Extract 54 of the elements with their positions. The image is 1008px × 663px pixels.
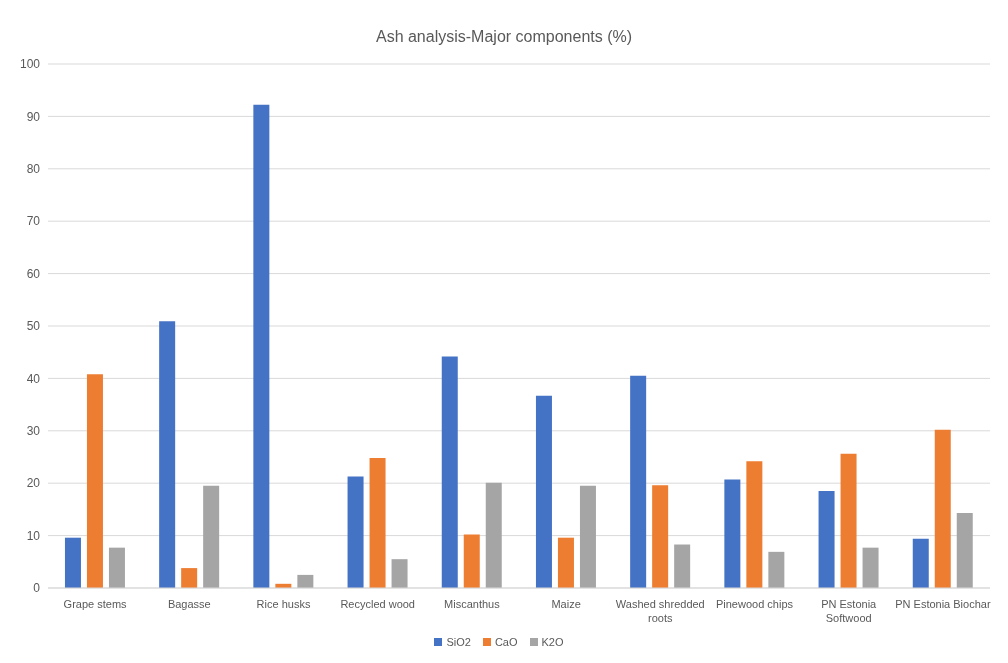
legend-label: SiO2: [446, 636, 471, 648]
y-tick-label: 50: [26, 319, 41, 334]
y-tick-label: 60: [26, 266, 41, 281]
x-tick-label: PN Estonia Softwood: [821, 598, 878, 624]
bar: [535, 395, 552, 588]
bar: [557, 537, 574, 588]
legend-label: CaO: [494, 636, 518, 648]
bar: [347, 476, 364, 588]
bar: [108, 547, 125, 588]
bar: [391, 559, 408, 588]
bar: [369, 458, 386, 588]
bar: [746, 461, 763, 588]
bar: [86, 374, 103, 588]
y-tick-label: 80: [26, 162, 41, 177]
x-tick-label: Bagasse: [167, 598, 211, 610]
bar: [181, 568, 198, 588]
bar: [934, 429, 951, 588]
x-tick-label: Recycled wood: [340, 598, 415, 610]
x-tick-label: Grape stems: [63, 598, 128, 610]
y-tick-label: 30: [26, 424, 41, 439]
x-tick-label: Maize: [551, 598, 581, 610]
x-tick-label: Pinewood chips: [715, 598, 794, 610]
bar: [652, 485, 669, 588]
bar: [724, 479, 741, 588]
bar: [463, 534, 480, 588]
y-tick-label: 100: [19, 57, 41, 72]
y-tick-label: 70: [26, 214, 41, 229]
bar: [297, 574, 314, 588]
chart-title: Ash analysis-Major components (%): [374, 27, 634, 47]
x-tick-label: Washed shredded roots: [615, 598, 705, 624]
bar: [203, 485, 220, 588]
bar: [818, 491, 835, 588]
x-tick-label: Rice husks: [256, 598, 311, 610]
bar: [674, 544, 691, 588]
bar: [253, 104, 270, 588]
bar: [912, 538, 929, 588]
bar: [956, 513, 973, 588]
y-tick-label: 20: [26, 476, 41, 491]
x-tick-label: Miscanthus: [444, 598, 501, 610]
bar: [485, 482, 502, 588]
y-tick-label: 10: [26, 528, 41, 543]
bar: [862, 547, 879, 588]
y-tick-label: 40: [26, 371, 41, 386]
x-tick-label: PN Estonia Biochar: [895, 598, 991, 610]
bar: [579, 485, 596, 588]
bar: [630, 375, 647, 588]
y-tick-label: 90: [26, 109, 41, 124]
legend-label: K2O: [541, 636, 564, 648]
bar: [840, 453, 857, 588]
bar: [441, 356, 458, 588]
bar: [64, 537, 81, 588]
bar: [159, 321, 176, 588]
y-tick-label: 0: [33, 581, 41, 596]
bar: [768, 551, 785, 588]
